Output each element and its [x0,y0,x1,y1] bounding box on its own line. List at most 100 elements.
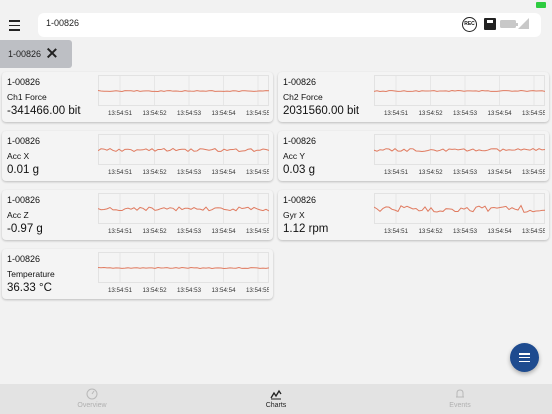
search-input-value[interactable]: 1-00826 [46,18,80,28]
chart-frame [98,134,269,165]
chart-time-tick: 13:54:52 [142,110,167,117]
sparkline-chart: 13:54:51 13:54:52 13:54:53 13:54:54 13:54:55 [374,193,545,235]
card-value: -0.97 g [7,223,43,235]
card-device-id: 1-00826 [7,254,41,264]
chart-time-tick: 13:54:53 [177,110,202,117]
menu-icon[interactable] [6,16,24,34]
sparkline-series [98,206,269,212]
nav-charts[interactable]: Charts [184,384,368,414]
card-device-id: 1-00826 [283,136,317,146]
sparkline-chart: 13:54:51 13:54:52 13:54:53 13:54:54 13:54:55 [374,75,545,117]
chart-time-tick: 13:54:51 [108,228,133,235]
chart-time-tick: 13:54:55 [246,110,269,117]
chart-time-tick: 13:54:52 [418,110,443,117]
sparkline-chart: 13:54:51 13:54:52 13:54:53 13:54:54 13:54:55 [374,134,545,176]
chart-time-tick: 13:54:54 [211,228,236,235]
record-icon[interactable]: REC [462,17,477,32]
card-channel-label: Ch2 Force [283,92,323,102]
status-bar [0,0,552,10]
top-bar: 1-00826 REC [0,10,552,40]
sensor-card[interactable]: 1-00826 Ch1 Force -341466.00 bit 13:54:51 13… [2,72,273,122]
device-chip-label: 1-00826 [8,49,42,59]
card-device-id: 1-00826 [7,77,41,87]
chart-frame [374,75,545,106]
nav-overview-label: Overview [77,402,107,409]
battery-status-icon [536,2,546,8]
chart-time-tick: 13:54:54 [211,169,236,176]
bell-icon [456,389,464,398]
card-value: -341466.00 bit [7,105,81,117]
card-channel-label: Gyr X [283,210,305,220]
device-chip[interactable]: 1-00826 [0,40,72,68]
chart-time-tick: 13:54:53 [177,169,202,176]
chart-time-tick: 13:54:55 [246,228,269,235]
sensor-card[interactable]: 1-00826 Temperature 36.33 °C 13:54:51 13:54:… [2,249,273,299]
chart-time-tick: 13:54:54 [487,110,512,117]
chart-time-tick: 13:54:55 [246,169,269,176]
chart-time-tick: 13:54:53 [453,169,478,176]
chart-time-tick: 13:54:51 [384,228,409,235]
sensor-card[interactable]: 1-00826 Acc X 0.01 g 13:54:51 13:54:52 13:54:… [2,131,273,181]
sensor-card[interactable]: 1-00826 Ch2 Force 2031560.00 bit 13:54:51 13… [278,72,549,122]
chart-time-tick: 13:54:54 [211,287,236,294]
chart-time-tick: 13:54:54 [211,110,236,117]
card-channel-label: Acc Z [7,210,29,220]
chart-time-tick: 13:54:53 [177,287,202,294]
card-device-id: 1-00826 [7,136,41,146]
chart-time-tick: 13:54:52 [142,287,167,294]
sensor-card[interactable]: 1-00826 Acc Z -0.97 g 13:54:51 13:54:52 13:54… [2,190,273,240]
nav-charts-label: Charts [265,402,287,409]
chart-time-tick: 13:54:52 [418,169,443,176]
chart-time-tick: 13:54:51 [384,110,409,117]
nav-events[interactable]: Events [368,384,552,414]
card-channel-label: Acc Y [283,151,306,161]
sparkline-chart: 13:54:51 13:54:52 13:54:53 13:54:54 13:54:55 [98,134,269,176]
chart-time-tick: 13:54:52 [142,169,167,176]
sensor-card[interactable]: 1-00826 Gyr X 1.12 rpm 13:54:51 13:54:52 13:5… [278,190,549,240]
chart-time-tick: 13:54:55 [522,169,545,176]
nav-overview[interactable]: Overview [0,384,184,414]
card-channel-label: Temperature [7,269,55,279]
chart-time-tick: 13:54:51 [108,169,133,176]
close-icon[interactable] [46,47,58,59]
chart-time-tick: 13:54:53 [453,110,478,117]
chart-frame [374,193,545,224]
chart-time-tick: 13:54:53 [453,228,478,235]
card-channel-label: Acc X [7,151,30,161]
chart-time-tick: 13:54:55 [522,110,545,117]
chart-time-tick: 13:54:54 [487,228,512,235]
chart-time-tick: 13:54:51 [108,110,133,117]
chart-time-tick: 13:54:55 [246,287,269,294]
sparkline-series [98,147,269,153]
card-channel-label: Ch1 Force [7,92,47,102]
save-icon[interactable] [484,18,496,30]
card-value: 36.33 °C [7,282,52,294]
chart-time-tick: 13:54:55 [522,228,545,235]
list-icon [519,352,530,363]
sparkline-series [374,147,545,153]
sensor-card[interactable]: 1-00826 Acc Y 0.03 g 13:54:51 13:54:52 13:54:… [278,131,549,181]
device-battery-icon [500,20,518,28]
card-value: 1.12 rpm [283,223,329,235]
chart-time-tick: 13:54:51 [108,287,133,294]
chart-time-tick: 13:54:53 [177,228,202,235]
chart-time-tick: 13:54:52 [418,228,443,235]
nav-events-label: Events [449,402,471,409]
chart-icon [270,389,282,400]
chart-time-tick: 13:54:54 [487,169,512,176]
bottom-navigation: Overview Charts Events [0,384,552,414]
sparkline-series [98,267,269,269]
search-field[interactable]: 1-00826 REC [38,13,541,37]
card-device-id: 1-00826 [283,77,317,87]
card-value: 0.03 g [283,164,315,176]
card-value: 0.01 g [7,164,39,176]
signal-icon [518,18,529,29]
sparkline-series [98,89,269,92]
sparkline-series [374,90,545,93]
sparkline-chart: 13:54:51 13:54:52 13:54:53 13:54:54 13:54:55 [98,193,269,235]
chart-time-tick: 13:54:52 [142,228,167,235]
card-device-id: 1-00826 [7,195,41,205]
sparkline-chart: 13:54:51 13:54:52 13:54:53 13:54:54 13:54:55 [98,252,269,294]
menu-fab-button[interactable] [510,343,539,372]
sparkline-series [374,204,545,213]
